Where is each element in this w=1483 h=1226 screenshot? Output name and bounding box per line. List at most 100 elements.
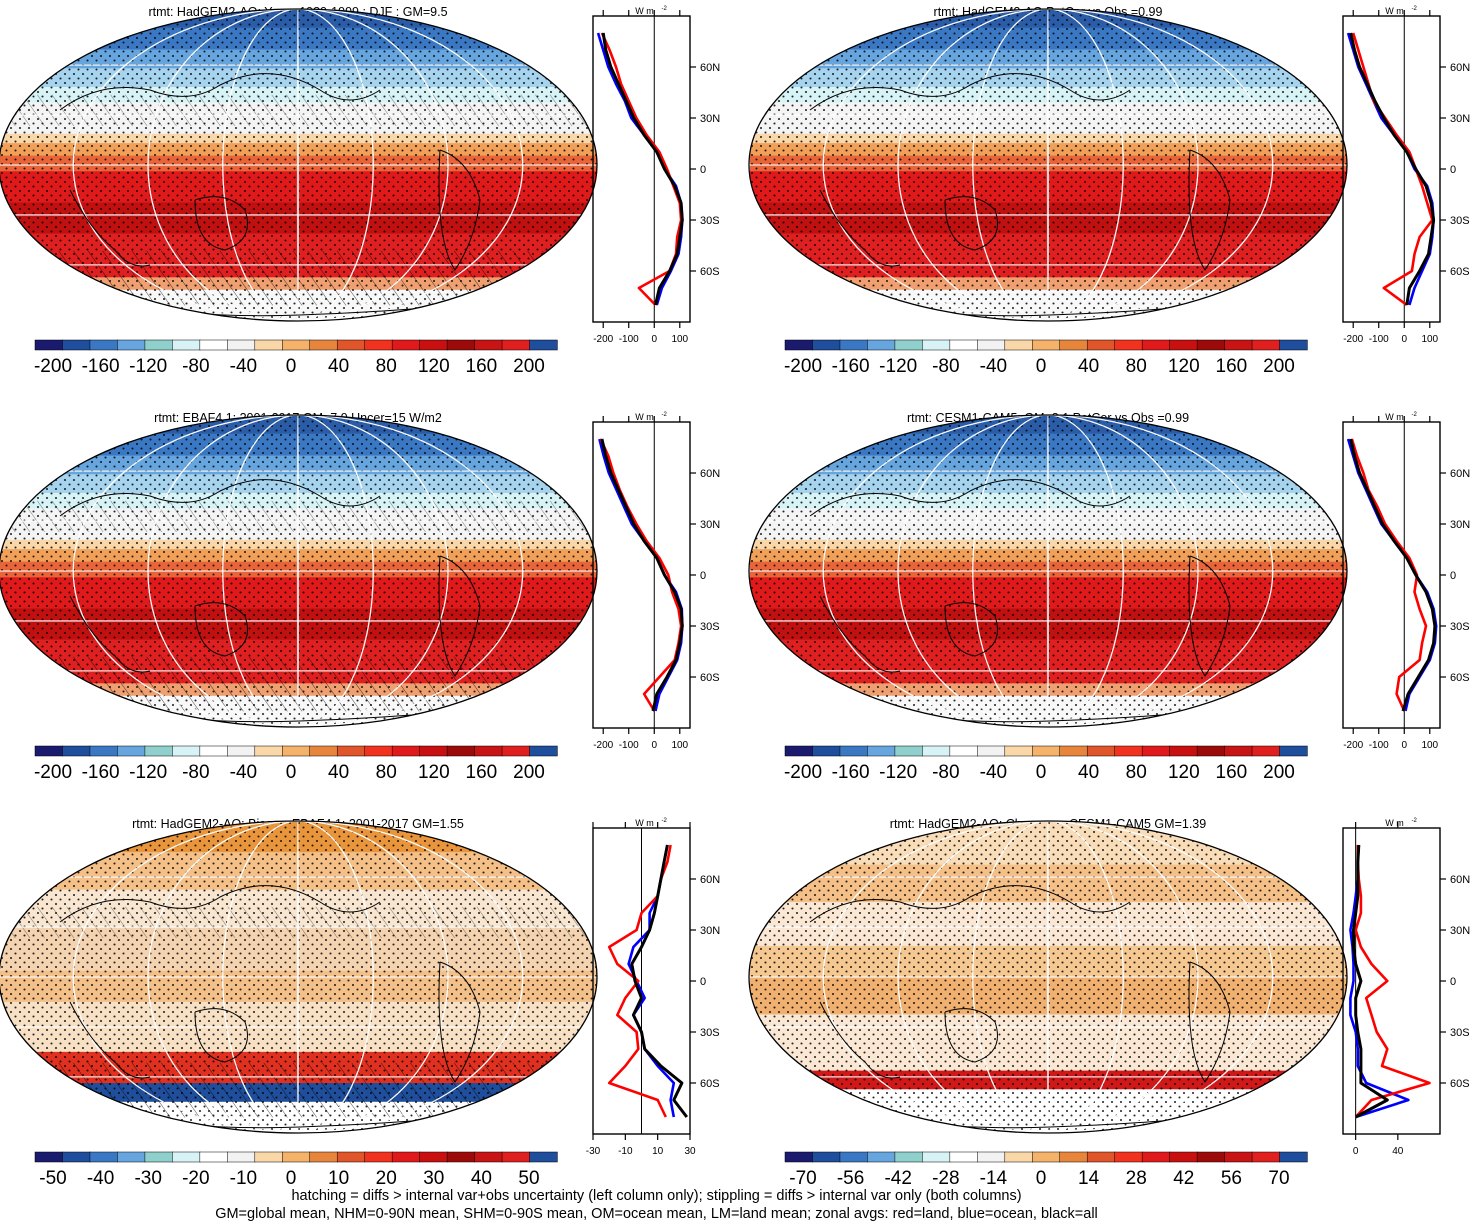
profile-lat-label: 30S [1450, 621, 1470, 633]
map-outline [748, 8, 1348, 322]
profile-xtick-label: -100 [619, 334, 639, 345]
colorbar-swatch [254, 339, 283, 351]
colorbar-swatch [419, 1151, 448, 1163]
profile-xtick-label: 0 [651, 334, 657, 345]
colorbar-swatch [446, 745, 476, 757]
colorbar-swatch [364, 1151, 393, 1163]
coastline [944, 1008, 998, 1063]
colorbar-swatch [1196, 1151, 1226, 1163]
colorbar-tick-label: 80 [376, 356, 397, 377]
colorbar-tick-label: 40 [328, 762, 349, 783]
colorbar-swatch [784, 745, 814, 757]
colorbar-swatch [1224, 745, 1253, 757]
colorbar-tick-label: -160 [82, 356, 120, 377]
colorbar-swatch [227, 745, 256, 757]
graticule-lon [972, 821, 1124, 1133]
profile-xtick-label: 100 [1421, 334, 1438, 345]
profile-lat-label: 30S [1450, 215, 1470, 227]
colorbar-swatch [117, 1151, 146, 1163]
colorbar-swatch [419, 339, 448, 351]
colorbar-swatch [1004, 1151, 1033, 1163]
colorbar-swatch [282, 745, 311, 757]
colorbar-swatch [867, 745, 896, 757]
colorbar-swatch [784, 339, 814, 351]
colorbar-swatch [839, 339, 869, 351]
colorbar-swatch [977, 339, 1006, 351]
colorbar-swatch [62, 745, 91, 757]
colorbar-tick-label: 50 [518, 1168, 539, 1189]
hatching [0, 94, 597, 126]
colorbar-swatch [144, 1151, 174, 1163]
colorbar-swatch [529, 745, 558, 757]
profile-xtick-label: -30 [586, 1146, 601, 1157]
coastline [944, 196, 998, 251]
colorbar-tick-label: 0 [1036, 1168, 1047, 1189]
colorbar-tick-label: -40 [980, 762, 1007, 783]
profile-series-all [630, 844, 688, 1118]
profile-lat-label: 60N [700, 468, 720, 480]
colorbar-swatch [1059, 745, 1088, 757]
colorbar-swatch [282, 1151, 311, 1163]
colorbar-swatch [227, 339, 256, 351]
colorbar-swatch [867, 339, 896, 351]
colorbar-tick-label: 160 [466, 762, 498, 783]
colorbar-swatch [977, 1151, 1006, 1163]
colorbar-swatch [446, 1151, 476, 1163]
colorbar-swatch [1141, 745, 1171, 757]
colorbar-swatch [1032, 1151, 1061, 1163]
coastline [59, 73, 381, 111]
colorbar-tick-label: 20 [376, 1168, 397, 1189]
graticule-lon [296, 821, 300, 1133]
profile-lat-label: 0 [1450, 164, 1456, 176]
colorbar-tick-label: 0 [286, 762, 297, 783]
colorbar-swatch [419, 745, 448, 757]
colorbar-swatch [812, 339, 841, 351]
profile-series-all [601, 32, 684, 306]
profile-unit-exp: -2 [1412, 818, 1418, 824]
colorbar-tick-label: -200 [34, 762, 72, 783]
profile-xtick-label: 40 [1392, 1146, 1404, 1157]
profile-lat-label: 30S [700, 621, 720, 633]
coastline [809, 73, 1131, 111]
hatching [0, 250, 597, 306]
profile-lat-label: 30N [700, 925, 720, 937]
colorbar-tick-label: 80 [1126, 762, 1147, 783]
profile-series-ocean [596, 32, 684, 306]
colorbar-swatch [144, 745, 174, 757]
graticule-lon [822, 821, 1274, 1133]
colorbar-tick-label: 10 [328, 1168, 349, 1189]
colorbar-swatch [1114, 745, 1143, 757]
colorbar-tick-label: 80 [376, 762, 397, 783]
profile-lat-label: 60N [700, 62, 720, 74]
coastline [59, 885, 381, 923]
graticule-lon [822, 415, 1274, 727]
coastline [1188, 149, 1231, 271]
coastline [819, 189, 901, 267]
map-field [0, 415, 597, 727]
colorbar-swatch [1086, 745, 1116, 757]
graticule-lon [147, 821, 449, 1133]
graticule-lon [1046, 821, 1050, 1133]
graticule-lon [222, 415, 374, 727]
colorbar-swatch [336, 745, 366, 757]
profile-unit-exp: -2 [1412, 6, 1418, 12]
hatching [0, 500, 597, 532]
colorbar-tick-label: 200 [1263, 762, 1295, 783]
hatching [0, 906, 597, 938]
colorbar-tick-label: 160 [1216, 762, 1248, 783]
panel-5: rtmt: HadGEM2-AO: Bias vs EBAF4.1: 2001-… [0, 817, 720, 1189]
colorbar-tick-label: -160 [832, 356, 870, 377]
coastline [809, 479, 1131, 517]
colorbar-swatch [62, 339, 91, 351]
colorbar-tick-label: -80 [932, 356, 959, 377]
graticule-lon [972, 415, 1124, 727]
coastline [59, 479, 381, 517]
profile-lat-label: 30N [700, 519, 720, 531]
profile-lat-label: 60S [1450, 672, 1470, 684]
colorbar-swatch [501, 1151, 531, 1163]
colorbar-swatch [446, 339, 476, 351]
zonal-profile: W m -2 -200 -100 0 100 60N 30N 0 30S 60S [1342, 412, 1470, 751]
zonal-profile: W m -2 -200 -100 0 100 60N 30N 0 30S 60S [592, 412, 720, 751]
colorbar-tick-label: 0 [286, 356, 297, 377]
